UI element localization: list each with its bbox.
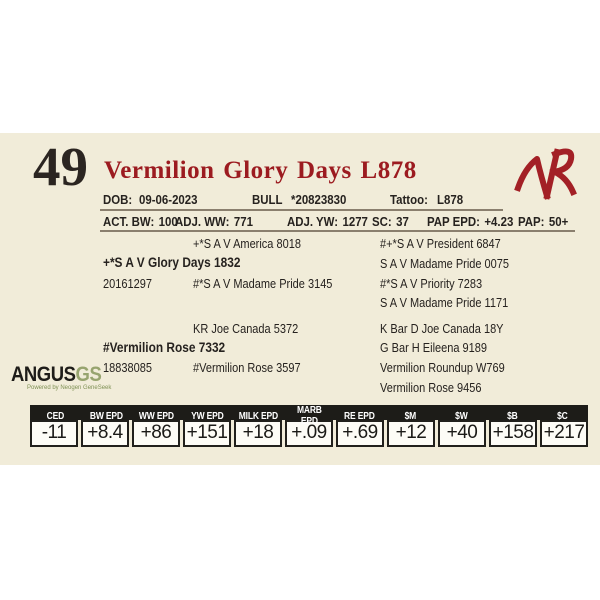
stat-value: 1277 xyxy=(342,214,368,229)
gs-logo-text: GS xyxy=(75,363,102,386)
stat-act-bw: ACT. BW: 100 xyxy=(103,215,178,228)
stat-label: SC: xyxy=(372,214,392,229)
stat-value: 37 xyxy=(396,214,409,229)
sire-granddam-name: #*S A V Madame Pride 3145 xyxy=(193,277,333,291)
stat-label: ACT. BW: xyxy=(103,214,155,229)
pedigree-ancestor: S A V Madame Pride 1171 xyxy=(380,296,509,310)
epd-value-row: -11 +8.4 +86 +151 +18 +.09 +.69 +12 +40 … xyxy=(30,420,588,447)
stat-pap-epd: PAP EPD: +4.23 xyxy=(427,215,513,228)
pedigree-ancestor: Vermilion Roundup W769 xyxy=(380,361,505,375)
dam-name: #Vermilion Rose 7332 xyxy=(103,340,226,355)
divider xyxy=(100,230,575,232)
stat-label: PAP: xyxy=(518,214,545,229)
epd-header-cell: MARB EPD xyxy=(296,405,322,427)
stat-value: 771 xyxy=(233,214,253,229)
stat-label: ADJ. YW: xyxy=(287,214,339,229)
epd-value-cell: +.09 xyxy=(285,420,333,447)
epd-header-cell: CED xyxy=(46,410,65,422)
pedigree-ancestor: K Bar D Joe Canada 18Y xyxy=(380,322,504,336)
tattoo-value: L878 xyxy=(437,192,464,207)
dam-granddam-name: #Vermilion Rose 3597 xyxy=(193,361,301,375)
sex-value: BULL xyxy=(252,192,283,207)
divider xyxy=(100,209,503,211)
epd-header-cell: YW EPD xyxy=(191,410,224,422)
stat-label: ADJ. WW: xyxy=(175,214,230,229)
dam-registration: 18838085 xyxy=(103,361,152,375)
epd-value-cell: +18 xyxy=(234,420,282,447)
epd-value-cell: +8.4 xyxy=(81,420,129,447)
epd-value-cell: +12 xyxy=(387,420,435,447)
dob-value: 09-06-2023 xyxy=(139,192,198,207)
stat-value: 100 xyxy=(158,214,178,229)
lot-card: 49 Vermilion Glory Days L878 DOB: 09-06-… xyxy=(0,133,600,465)
pedigree-ancestor: S A V Madame Pride 0075 xyxy=(380,257,510,271)
angus-gs-logo: ANGUSGS xyxy=(11,364,114,385)
angus-logo-text: ANGUS xyxy=(11,363,76,386)
pedigree-ancestor: Vermilion Rose 9456 xyxy=(380,381,482,395)
pedigree-ancestor: G Bar H Eileena 9189 xyxy=(380,341,488,355)
tattoo-label: Tattoo: xyxy=(390,192,428,207)
epd-header-cell: WW EPD xyxy=(139,410,175,422)
animal-name-title: Vermilion Glory Days L878 xyxy=(104,157,417,184)
epd-header-cell: MILK EPD xyxy=(238,410,278,422)
epd-value-cell: +158 xyxy=(489,420,537,447)
registration-number: *20823830 xyxy=(291,192,347,207)
epd-value-cell: +217 xyxy=(540,420,588,447)
epd-value-cell: +.69 xyxy=(336,420,384,447)
pedigree-ancestor: #+*S A V President 6847 xyxy=(380,237,501,251)
dob-label: DOB: xyxy=(103,192,133,207)
epd-header-cell: $C xyxy=(557,410,568,422)
stat-sc: SC: 37 xyxy=(372,215,409,228)
dam-grandsire-name: KR Joe Canada 5372 xyxy=(193,322,299,336)
angus-gs-tagline: Powered by Neogen GeneSeek xyxy=(27,385,112,391)
stat-adj-ww: ADJ. WW: 771 xyxy=(175,215,253,228)
epd-header-cell: $B xyxy=(506,410,518,422)
epd-header-cell: $M xyxy=(404,410,417,422)
epd-header-cell: RE EPD xyxy=(344,410,376,422)
stat-value: 50+ xyxy=(548,214,569,229)
vermilion-ranch-brand-icon xyxy=(514,148,577,200)
stat-label: PAP EPD: xyxy=(427,214,480,229)
stat-pap: PAP: 50+ xyxy=(518,215,568,228)
epd-table: CED BW EPD WW EPD YW EPD MILK EPD MARB E… xyxy=(30,405,588,447)
stat-adj-yw: ADJ. YW: 1277 xyxy=(287,215,368,228)
pedigree-ancestor: #*S A V Priority 7283 xyxy=(380,277,483,291)
epd-value-cell: +40 xyxy=(438,420,486,447)
lot-number: 49 xyxy=(33,136,88,197)
epd-header-cell: $W xyxy=(454,410,468,422)
epd-value-cell: +151 xyxy=(183,420,231,447)
epd-value-cell: +86 xyxy=(132,420,180,447)
epd-header-row: CED BW EPD WW EPD YW EPD MILK EPD MARB E… xyxy=(30,405,588,427)
epd-header-cell: BW EPD xyxy=(89,410,123,422)
sire-name: +*S A V Glory Days 1832 xyxy=(103,255,241,270)
stat-value: +4.23 xyxy=(484,214,514,229)
sire-grandsire-name: +*S A V America 8018 xyxy=(193,237,301,251)
sire-registration: 20161297 xyxy=(103,277,152,291)
epd-value-cell: -11 xyxy=(30,420,78,447)
